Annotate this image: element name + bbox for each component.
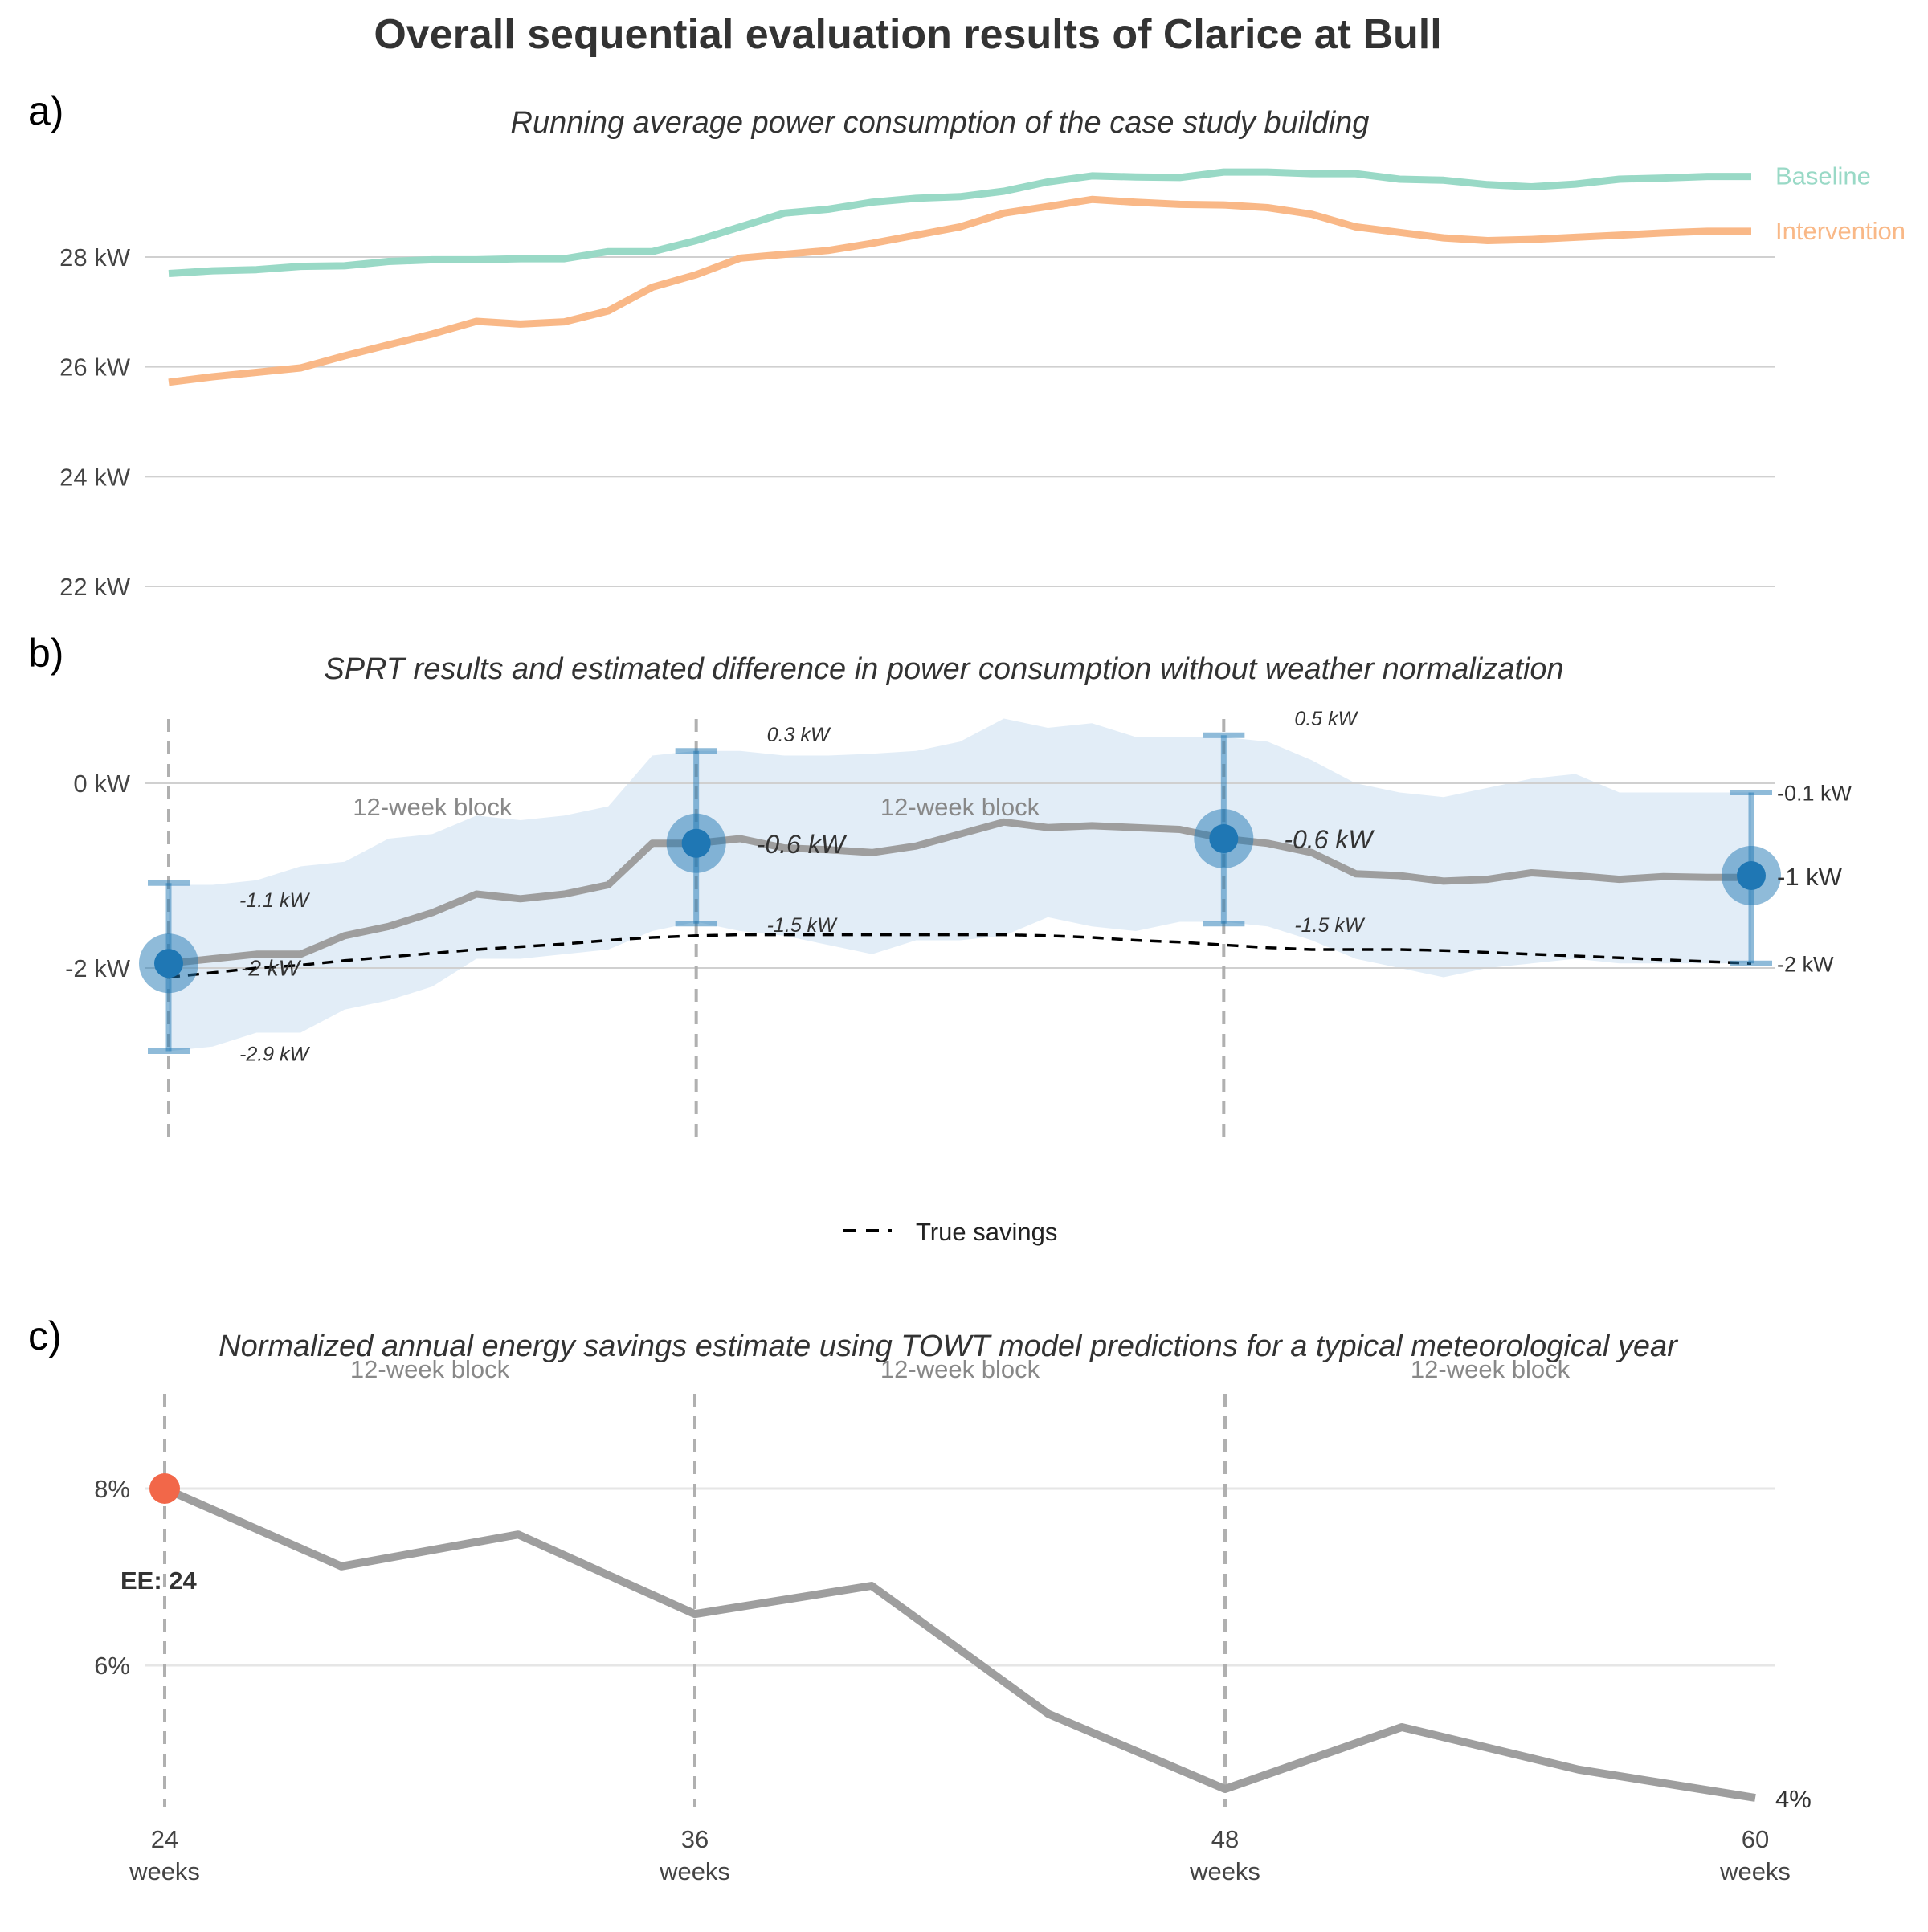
estimate-label: -1 kW	[1777, 863, 1843, 891]
panel-a: a) Running average power consumption of …	[28, 88, 1906, 601]
x-tick-label: 60	[1742, 1825, 1769, 1853]
x-tick-unit: weeks	[1719, 1857, 1791, 1885]
upper-bound-label: 0.5 kW	[1294, 708, 1358, 730]
series-label-baseline: Baseline	[1775, 162, 1871, 190]
estimate-point	[1737, 861, 1766, 890]
block-label: 12-week block	[350, 1355, 510, 1383]
y-tick-label: 0 kW	[73, 770, 130, 798]
x-tick-label: 36	[681, 1825, 709, 1853]
upper-bound-label: -0.1 kW	[1777, 782, 1852, 806]
y-tick-label: 8%	[94, 1475, 130, 1503]
panel-b-subtitle: SPRT results and estimated difference in…	[324, 652, 1563, 686]
y-tick-label: 22 kW	[59, 573, 131, 601]
series-label-intervention: Intervention	[1775, 217, 1906, 245]
lower-bound-label: -2.9 kW	[239, 1044, 311, 1066]
lower-bound-label: -1.5 kW	[1294, 914, 1366, 937]
panel-a-letter: a)	[28, 88, 63, 133]
x-tick-label: 24	[151, 1825, 178, 1853]
early-evaluation-label: EE: 24	[120, 1566, 198, 1595]
y-tick-label: 6%	[94, 1652, 130, 1680]
estimate-point	[154, 949, 183, 978]
confidence-band	[169, 718, 1751, 1052]
x-tick-unit: weeks	[659, 1857, 730, 1885]
chart-title: Overall sequential evaluation results of…	[374, 11, 1441, 58]
x-tick-unit: weeks	[1189, 1857, 1260, 1885]
estimate-label: -0.6 kW	[1284, 825, 1375, 854]
end-value-label: 4%	[1775, 1785, 1812, 1813]
true-savings-line	[168, 933, 1752, 979]
y-tick-label: 28 kW	[59, 243, 131, 272]
x-tick-unit: weeks	[129, 1857, 200, 1885]
estimate-label: -0.6 kW	[757, 830, 848, 859]
series-line-intervention	[168, 195, 1751, 386]
y-tick-label: -2 kW	[65, 954, 131, 982]
savings-line	[162, 1485, 1756, 1802]
estimate-label: -2 kW	[241, 955, 302, 980]
block-label: 12-week block	[880, 1355, 1040, 1383]
upper-bound-label: 0.3 kW	[767, 724, 831, 746]
estimate-point	[1209, 824, 1239, 853]
panel-c: c) 6% 8% 12-week block 12-week block 12-week…	[28, 1313, 1812, 1885]
estimate-point	[681, 828, 711, 858]
x-tick-label: 48	[1211, 1825, 1239, 1853]
block-label: 12-week block	[880, 793, 1040, 821]
legend-label: True savings	[916, 1218, 1057, 1246]
y-tick-label: 26 kW	[59, 353, 131, 382]
panel-c-letter: c)	[28, 1313, 62, 1358]
y-tick-label: 24 kW	[59, 463, 131, 491]
panel-b-letter: b)	[28, 631, 63, 676]
lower-bound-label: -2 kW	[1777, 952, 1834, 976]
upper-bound-label: -1.1 kW	[239, 889, 311, 912]
panel-c-subtitle: Normalized annual energy savings estimat…	[219, 1330, 1678, 1363]
lower-bound-label: -1.5 kW	[767, 914, 839, 937]
block-label: 12-week block	[1411, 1355, 1571, 1383]
early-evaluation-point	[149, 1473, 180, 1504]
panel-b: b) SPRT results and estimated difference…	[28, 631, 1852, 1246]
difference-line	[168, 818, 1751, 967]
legend: True savings	[844, 1218, 1057, 1246]
series-line-baseline	[168, 168, 1751, 277]
panel-a-subtitle: Running average power consumption of the…	[511, 106, 1370, 140]
block-label: 12-week block	[353, 793, 513, 821]
